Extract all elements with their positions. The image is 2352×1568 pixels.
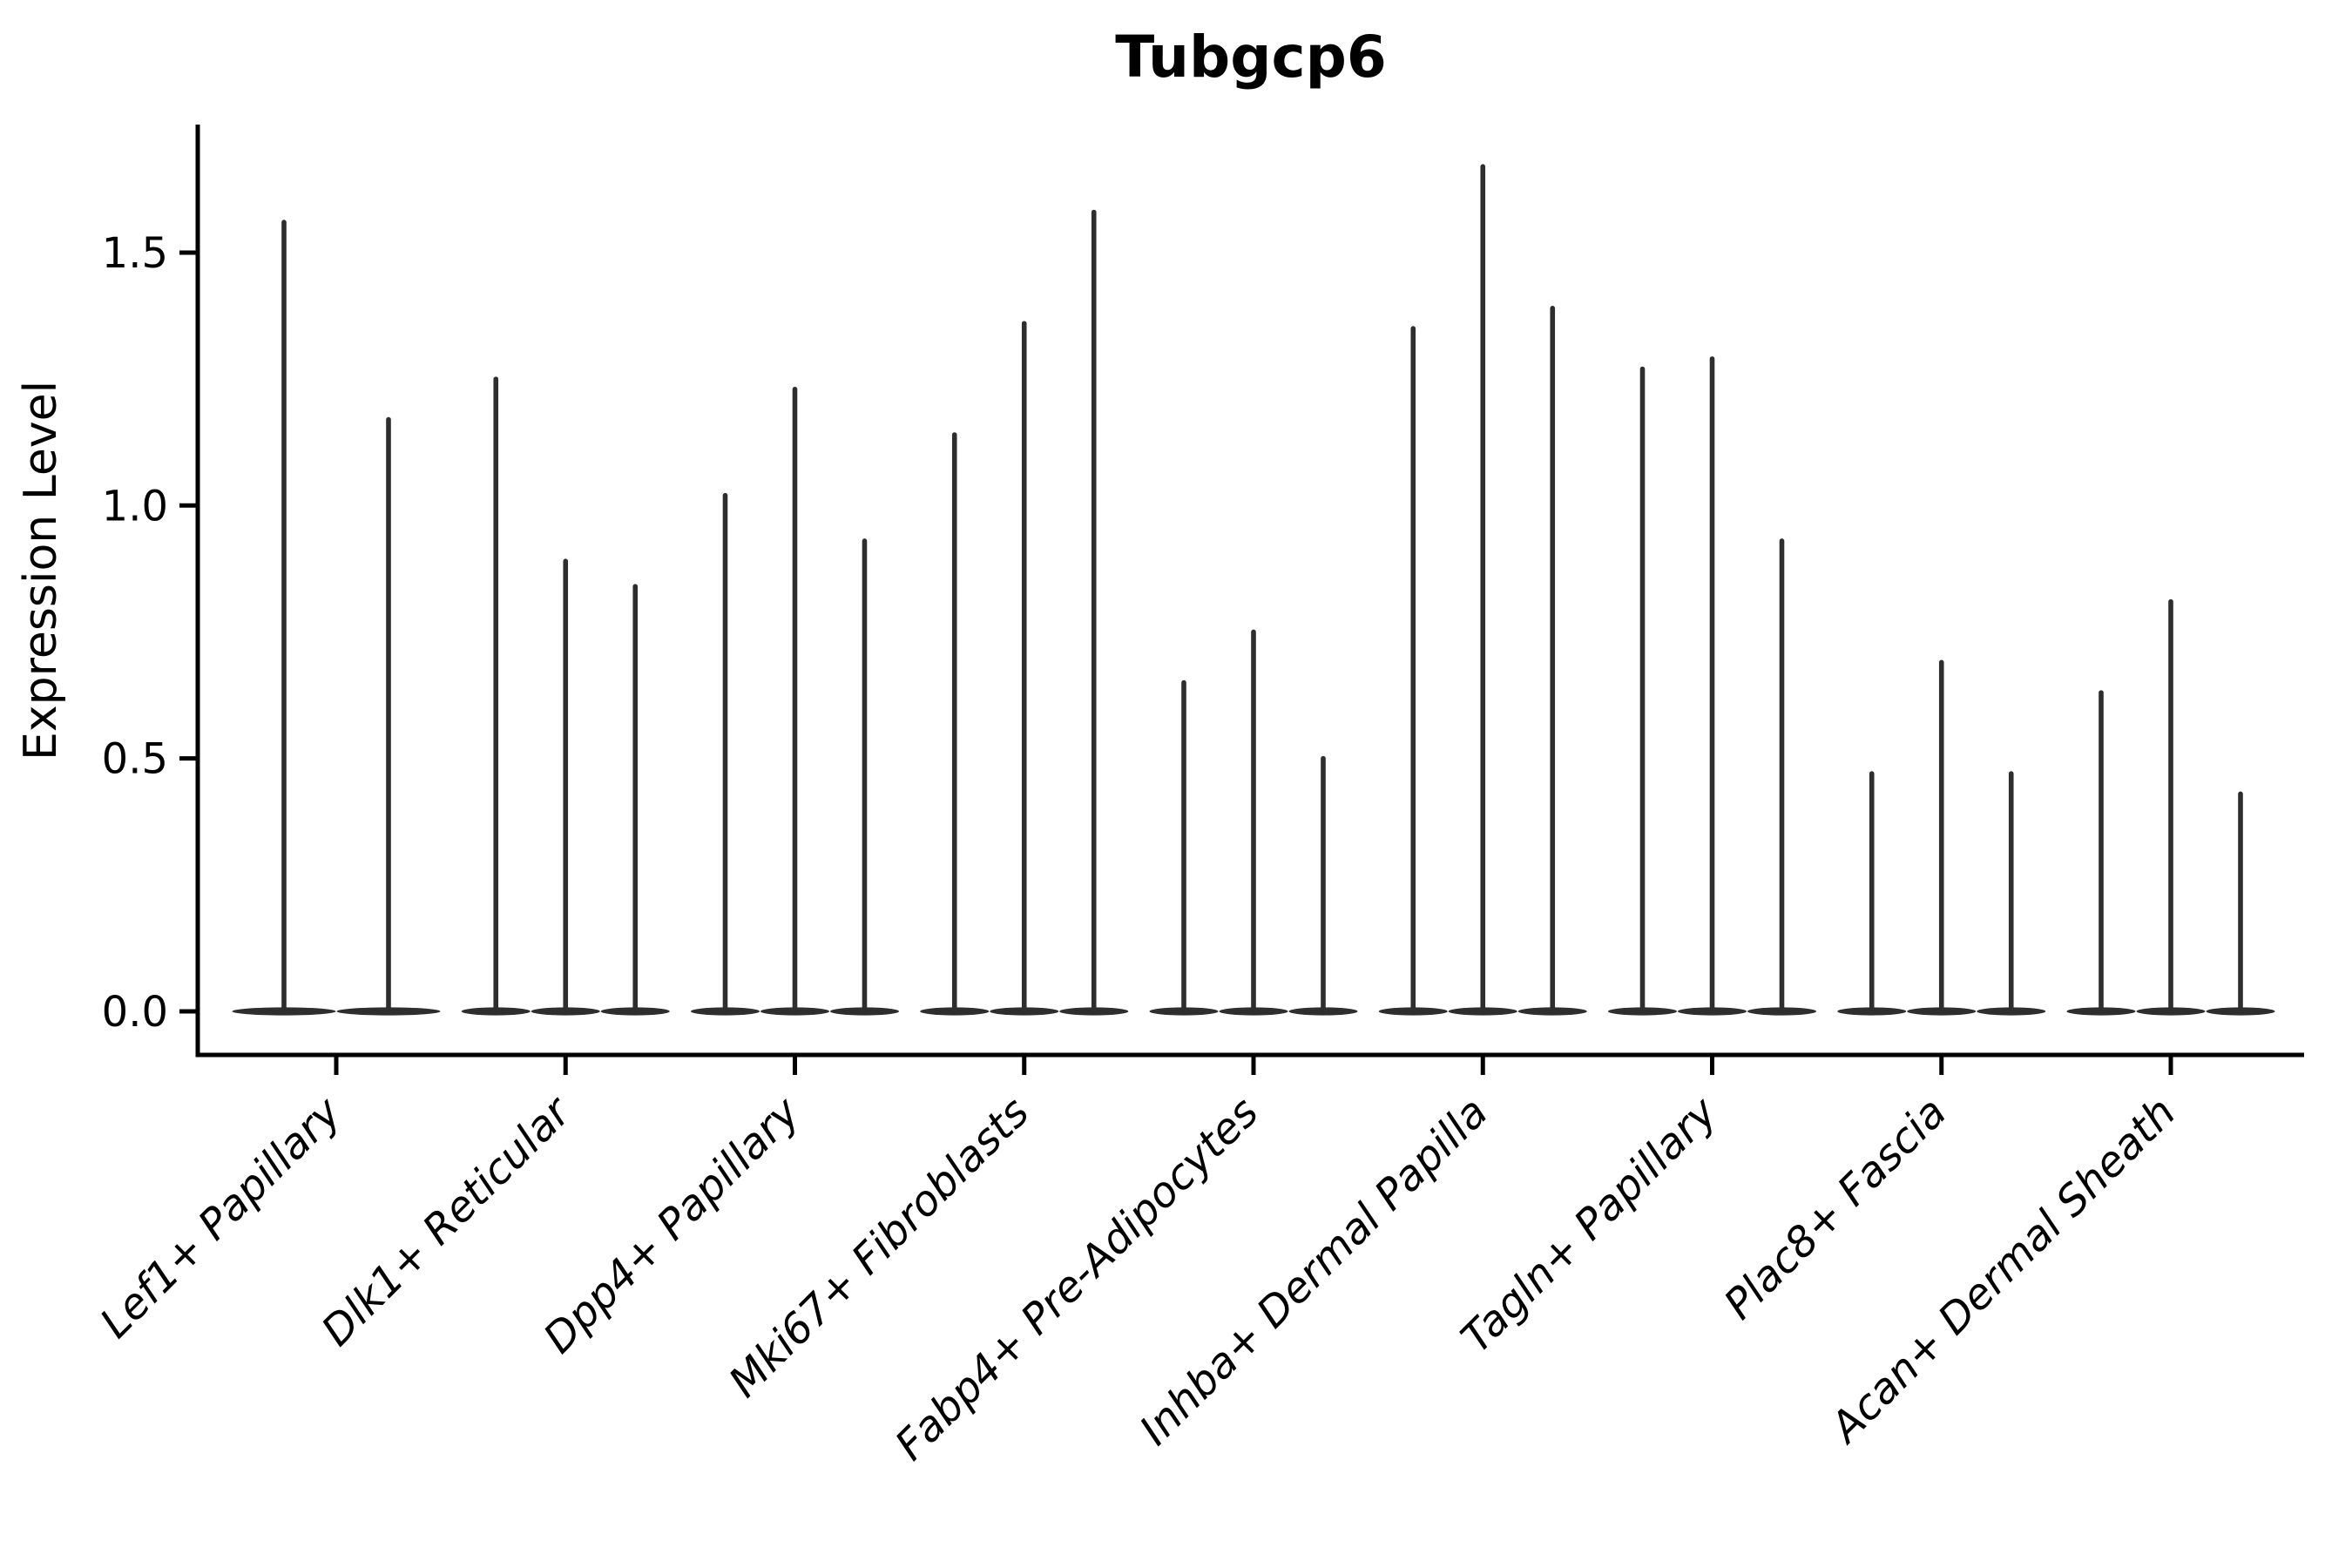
y-tick-label: 0.5 bbox=[102, 735, 168, 784]
y-axis-label: Expression Level bbox=[15, 381, 67, 760]
y-tick-label: 0.0 bbox=[102, 988, 168, 1037]
chart-title: Tubgcp6 bbox=[1115, 24, 1387, 91]
y-tick-label: 1.0 bbox=[102, 482, 168, 531]
y-tick-label: 1.5 bbox=[102, 229, 168, 278]
